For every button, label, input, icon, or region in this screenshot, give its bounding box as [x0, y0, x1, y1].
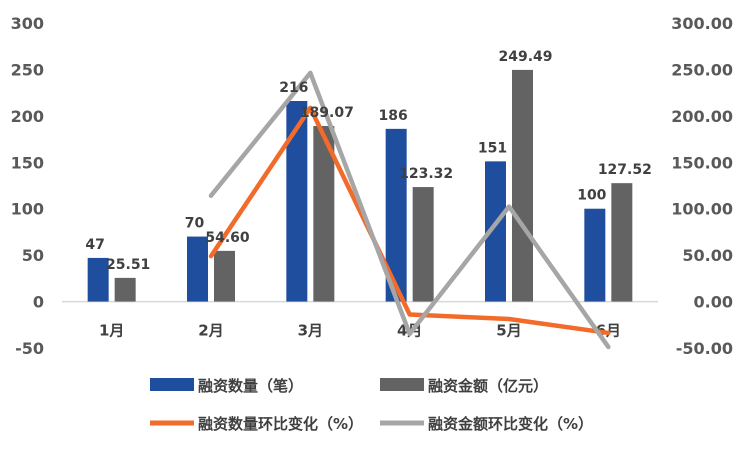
bar — [485, 161, 506, 302]
category-label: 5月 — [496, 322, 521, 340]
bar-data-label: 189.07 — [300, 105, 354, 121]
bar — [512, 69, 533, 302]
series-line — [208, 70, 611, 350]
bar-data-label: 47 — [85, 237, 104, 253]
bar — [187, 236, 208, 302]
bar — [313, 126, 335, 302]
legend-label: 融资数量环比变化（%） — [198, 415, 363, 433]
bar-data-label: 127.52 — [598, 162, 652, 178]
bar-data-labels: 47 70 216 186 151 100 25.51 54.60 189.07 123.32 24… — [85, 49, 651, 273]
bars-layer — [87, 69, 633, 302]
left-tick-label: 200 — [11, 107, 44, 126]
right-tick-label: 250.00 — [671, 60, 733, 79]
lines-layer — [208, 70, 611, 350]
left-tick-label: 250 — [11, 60, 44, 79]
right-tick-label: 150.00 — [671, 153, 733, 172]
legend-swatch — [380, 378, 424, 391]
left-tick-label: 150 — [11, 153, 44, 172]
bar-data-label: 151 — [478, 140, 507, 156]
bar — [214, 250, 235, 302]
left-tick-label: -50 — [15, 339, 44, 358]
right-tick-label: 0.00 — [694, 293, 733, 312]
bar-data-label: 25.51 — [106, 257, 150, 273]
right-tick-label: 300.00 — [671, 14, 733, 33]
right-tick-label: 100.00 — [671, 200, 733, 219]
bar-data-label: 249.49 — [498, 49, 552, 65]
category-label: 3月 — [298, 322, 323, 340]
legend-label: 融资金额（亿元） — [428, 377, 548, 395]
bar — [584, 208, 606, 302]
right-tick-label: 50.00 — [682, 246, 733, 265]
right-tick-label: 200.00 — [671, 107, 733, 126]
bar-data-label: 100 — [577, 188, 606, 204]
left-tick-label: 100 — [11, 200, 44, 219]
left-tick-label: 50 — [22, 246, 44, 265]
bar-data-label: 216 — [279, 80, 308, 96]
bar-data-label: 70 — [185, 216, 205, 232]
bar-data-label: 186 — [379, 108, 408, 124]
left-tick-label: 0 — [33, 293, 44, 312]
bar-data-label: 54.60 — [205, 230, 250, 246]
left-tick-label: 300 — [11, 14, 44, 33]
series-line — [208, 105, 611, 336]
bar — [286, 101, 308, 302]
legend: 融资数量（笔） 融资金额（亿元） 融资数量环比变化（%） 融资金额环比变化（%） — [150, 377, 593, 433]
bar — [87, 257, 109, 302]
legend-swatch — [150, 378, 194, 391]
bar — [412, 187, 434, 302]
category-label: 1月 — [99, 322, 124, 340]
bar-data-label: 123.32 — [399, 166, 453, 182]
legend-label: 融资金额环比变化（%） — [428, 415, 593, 433]
right-axis: -50.00 0.00 50.00 100.00 150.00 200.00 250.00 3… — [671, 14, 733, 358]
legend-label: 融资数量（笔） — [198, 377, 303, 395]
right-tick-label: -50.00 — [676, 339, 733, 358]
left-axis: -50 0 50 100 150 200 250 300 — [11, 14, 44, 358]
bar — [611, 183, 633, 302]
category-label: 2月 — [198, 322, 223, 340]
bar — [114, 277, 136, 302]
bar — [385, 128, 407, 302]
